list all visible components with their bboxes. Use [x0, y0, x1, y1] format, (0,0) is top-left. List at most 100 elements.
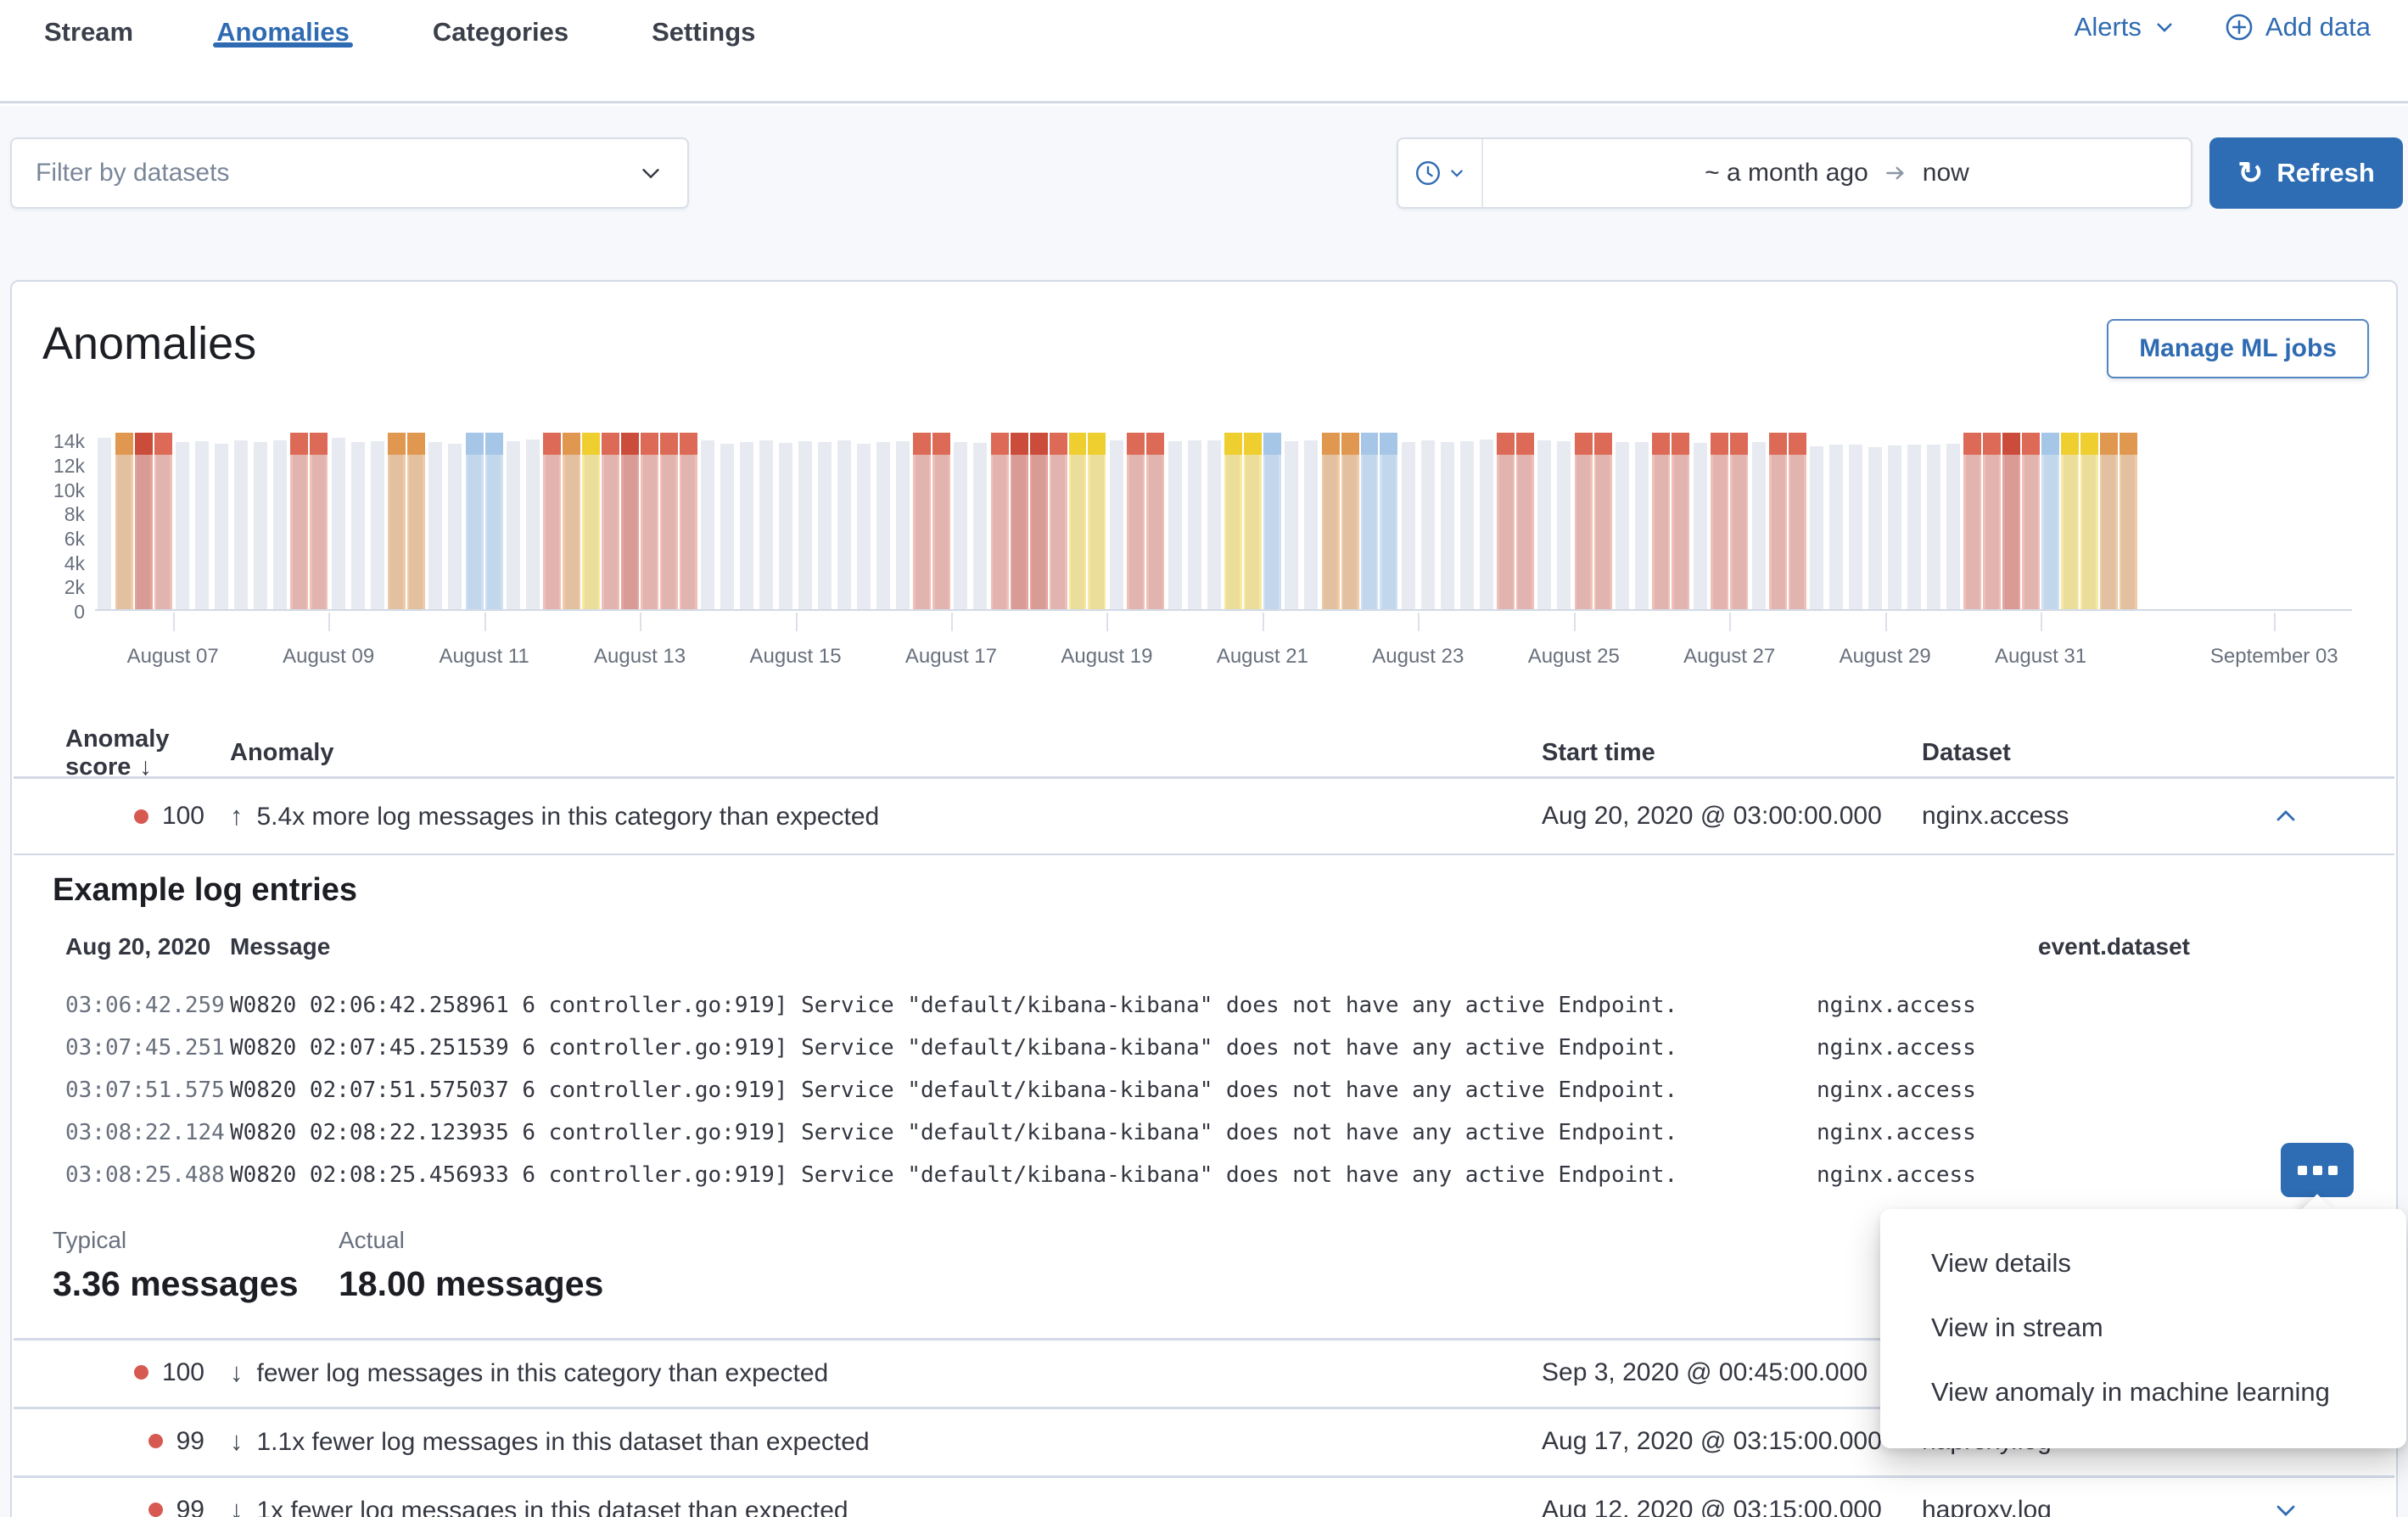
dataset-filter-select[interactable]: Filter by datasets [10, 137, 689, 209]
menu-item-view-details[interactable]: View details [1931, 1248, 2071, 1278]
anomaly-overlay-bar [1029, 433, 1048, 609]
log-count-bar [740, 441, 754, 609]
chevron-down-icon [2153, 16, 2176, 38]
log-count-bar [1576, 439, 1591, 609]
anomaly-table-header: Anomaly score ↓ Anomaly Start time Datase… [14, 725, 2394, 781]
dataset: haproxy.log [1922, 1495, 2052, 1517]
anomaly-severity-cap [1574, 433, 1593, 455]
anomaly-overlay-bar [1672, 433, 1690, 609]
log-entry-actions-button[interactable] [2281, 1143, 2354, 1197]
log-count-bar [1635, 441, 1649, 609]
anomaly-severity-cap [913, 433, 932, 455]
anomaly-overlay-bar [990, 433, 1009, 609]
anomaly-severity-cap [2002, 433, 2021, 455]
log-count-bar [1810, 445, 1824, 609]
anomaly-severity-cap [2041, 433, 2060, 455]
anomaly-severity-cap [1263, 433, 1281, 455]
log-entry-context-menu: View details View in stream View anomaly… [1880, 1209, 2406, 1448]
x-axis-tick-label: August 31 [1995, 645, 2087, 668]
log-count-bar [954, 442, 968, 609]
top-nav: Stream Anomalies Categories Settings Ale… [0, 0, 2408, 104]
collapse-row-button[interactable] [2272, 803, 2299, 830]
refresh-label: Refresh [2276, 158, 2375, 188]
chart-plot-area [95, 433, 2352, 611]
anomaly-severity-cap [2119, 433, 2137, 455]
anomaly-score: 99 [176, 1495, 204, 1517]
anomaly-severity-cap [2061, 433, 2079, 455]
anomaly-overlay-bar [154, 433, 172, 609]
tab-anomalies[interactable]: Anomalies [213, 0, 353, 85]
anomaly-overlay-bar [465, 433, 484, 609]
x-axis-tick [1106, 613, 1109, 631]
expand-row-button[interactable] [2272, 1497, 2299, 1517]
page-title: Anomalies [42, 318, 257, 369]
log-count-bar [798, 441, 812, 609]
log-entry-row[interactable]: 03:07:51.575 W0820 02:07:51.575037 6 con… [65, 1078, 1976, 1103]
date-range-to[interactable]: now [1922, 159, 1969, 187]
table-row[interactable]: 99 ↓ 1x fewer log messages in this datase… [14, 1475, 2394, 1517]
anomaly-severity-cap [134, 433, 153, 455]
menu-item-view-anomaly-in-ml[interactable]: View anomaly in machine learning [1931, 1377, 2330, 1407]
log-count-bar [584, 439, 598, 609]
log-entry-row[interactable]: 03:08:22.124 W0820 02:08:22.123935 6 con… [65, 1120, 1976, 1145]
log-count-bar [817, 442, 832, 609]
log-count-bar [1420, 439, 1435, 609]
x-axis-tick-label: August 09 [283, 645, 375, 668]
log-count-bar [1071, 439, 1085, 609]
log-dataset-column-header: event.dataset [2038, 933, 2190, 960]
log-entries-header: Aug 20, 2020 Message event.dataset [14, 933, 2394, 960]
log-count-bar [1751, 442, 1766, 609]
log-count-bar [779, 443, 793, 609]
date-range-from[interactable]: ~ a month ago [1705, 159, 1868, 187]
log-count-bar [1128, 439, 1143, 609]
anomaly-overlay-bar [1341, 433, 1359, 609]
manage-ml-jobs-button[interactable]: Manage ML jobs [2107, 319, 2369, 378]
anomaly-overlay-bar [2119, 433, 2137, 609]
log-count-bar [292, 439, 306, 609]
log-count-bar [1109, 439, 1123, 609]
tab-categories[interactable]: Categories [432, 17, 569, 47]
anomaly-severity-cap [621, 433, 640, 455]
severity-dot [133, 1365, 148, 1380]
anomaly-severity-cap [1515, 433, 1534, 455]
anomaly-score: 99 [176, 1426, 204, 1455]
add-data-button[interactable]: Add data [2225, 12, 2371, 42]
anomaly-overlay-bar [290, 433, 309, 609]
arrow-down-icon: ↓ [230, 1494, 244, 1517]
y-axis-tick-label: 12k [53, 454, 85, 477]
anomaly-severity-cap [387, 433, 406, 455]
log-count-bar [1868, 446, 1883, 609]
anomaly-severity-cap [1341, 433, 1359, 455]
anomaly-severity-cap [543, 433, 562, 455]
x-axis-tick-label: August 27 [1683, 645, 1776, 668]
anomaly-overlay-bar [1380, 433, 1398, 609]
typical-label: Typical [53, 1227, 127, 1253]
tab-stream[interactable]: Stream [44, 17, 134, 47]
anomalies-histogram-chart[interactable]: 0 2k 4k 6k 8k 10k 12k 14k August 07 August 09 Aug… [12, 426, 2396, 680]
anomaly-overlay-bar [602, 433, 620, 609]
date-range-display[interactable]: ~ a month ago now [1483, 139, 2191, 207]
quick-select-button[interactable] [1398, 139, 1483, 207]
log-entry-row[interactable]: 03:06:42.259 W0820 02:06:42.258961 6 con… [65, 993, 1976, 1018]
dataset-filter-placeholder: Filter by datasets [36, 159, 230, 187]
refresh-button[interactable]: ↻ Refresh [2209, 137, 2403, 209]
x-axis-tick-label: August 17 [904, 645, 997, 668]
start-time: Aug 17, 2020 @ 03:15:00.000 [1542, 1426, 1882, 1455]
anomaly-severity-cap [932, 433, 950, 455]
table-row[interactable]: 100 ↑ 5.4x more log messages in this cate… [14, 779, 2394, 855]
table-row[interactable]: 100 ↓ fewer log messages in this category… [14, 1338, 2394, 1404]
log-entry-row[interactable]: 03:08:25.488 W0820 02:08:25.456933 6 con… [65, 1162, 1976, 1188]
menu-item-view-in-stream[interactable]: View in stream [1931, 1313, 2103, 1342]
chevron-down-icon [638, 160, 664, 186]
column-header-anomaly-score[interactable]: Anomaly score ↓ [65, 725, 170, 781]
tab-settings[interactable]: Settings [652, 17, 756, 47]
anomaly-overlay-bar [1224, 433, 1242, 609]
log-count-bar [1965, 439, 1980, 609]
alerts-menu-button[interactable]: Alerts [2075, 12, 2176, 42]
log-count-bar [1168, 441, 1182, 609]
boxes-horizontal-icon [2297, 1165, 2307, 1175]
log-entry-row[interactable]: 03:07:45.251 W0820 02:07:45.251539 6 con… [65, 1035, 1976, 1061]
log-count-bar [973, 443, 988, 609]
log-count-bar [701, 440, 715, 609]
